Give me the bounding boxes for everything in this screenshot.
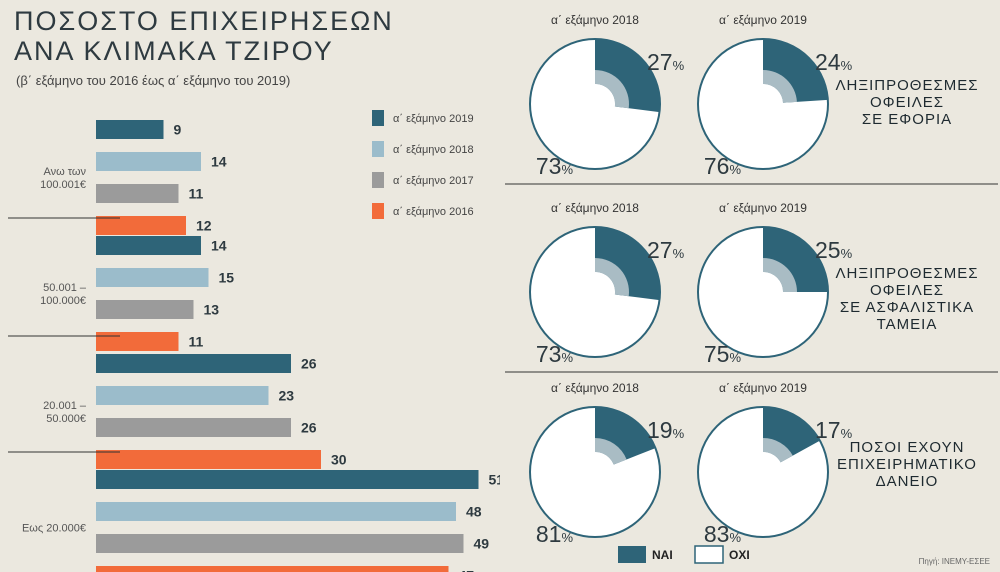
legend-label-no: ΟΧΙ xyxy=(729,548,750,562)
bar-value-label: 48 xyxy=(466,504,482,520)
bar-value-label: 15 xyxy=(219,270,235,286)
legend-swatch xyxy=(372,141,384,157)
legend-label: α΄ εξάμηνο 2019 xyxy=(393,113,474,125)
pie-period-label: α΄ εξάμηνο 2019 xyxy=(719,381,807,395)
bar xyxy=(96,566,449,572)
pie-hole xyxy=(575,84,615,124)
legend-swatch xyxy=(372,172,384,188)
legend-swatch-no xyxy=(694,545,724,564)
bar xyxy=(96,120,164,139)
pie-hole xyxy=(743,452,783,492)
bar-value-label: 26 xyxy=(301,356,317,372)
pie-group-title: ΔΑΝΕΙΟ xyxy=(876,473,939,490)
pie-percent-label: 27% xyxy=(647,49,685,75)
pie-hole xyxy=(575,272,615,312)
pie-group-title: ΛΗΞΙΠΡΟΘΕΣΜΕΣ xyxy=(836,265,979,282)
pie-group-title: ΣΕ ΕΦΟΡΙΑ xyxy=(862,111,952,128)
bar xyxy=(96,216,186,235)
pie-inner-ring xyxy=(763,438,793,463)
pie-inner-ring xyxy=(595,258,629,297)
pie-percent-label: 19% xyxy=(647,417,685,443)
pie-percent-label: 24% xyxy=(815,49,853,75)
pie-percent-label: 73% xyxy=(536,153,574,179)
bar-value-label: 11 xyxy=(189,334,204,350)
bar-value-label: 49 xyxy=(474,536,490,552)
legend-label: α΄ εξάμηνο 2016 xyxy=(393,206,474,218)
pie-group-title: ΟΦΕΙΛΕΣ xyxy=(870,94,944,111)
pie-period-label: α΄ εξάμηνο 2018 xyxy=(551,381,639,395)
pie-hole xyxy=(743,272,783,312)
category-label: 100.001€ xyxy=(40,179,86,191)
bar xyxy=(96,386,269,405)
pie-percent-label: 76% xyxy=(704,153,742,179)
pie-hole xyxy=(575,452,615,492)
page-title-line2: ΑΝΑ ΚΛΙΜΑΚΑ ΤΖΙΡΟΥ xyxy=(14,36,334,66)
bar-value-label: 14 xyxy=(211,238,227,254)
pie-group-title: ΤΑΜΕΙΑ xyxy=(877,316,938,333)
category-label: 50.000€ xyxy=(46,413,86,425)
bar-value-label: 30 xyxy=(331,452,347,468)
bar xyxy=(96,470,479,489)
page-title-line1: ΠΟΣΟΣΤΟ ΕΠΙΧΕΙΡΗΣΕΩΝ xyxy=(14,6,394,36)
bar-value-label: 9 xyxy=(174,122,182,138)
pie-period-label: α΄ εξάμηνο 2019 xyxy=(719,201,807,215)
category-label: Εως 20.000€ xyxy=(22,523,86,535)
bar xyxy=(96,268,209,287)
pie-inner-ring xyxy=(595,438,627,465)
legend-label: α΄ εξάμηνο 2017 xyxy=(393,175,474,187)
pie-slice-yes xyxy=(595,39,660,113)
bar xyxy=(96,450,321,469)
bar xyxy=(96,502,456,521)
bar-value-label: 23 xyxy=(279,388,295,404)
category-label: Ανω των xyxy=(43,166,86,178)
source-note: Πηγή: ΙΝΕΜΥ-ΕΣΕΕ xyxy=(918,557,990,566)
bar-value-label: 11 xyxy=(189,186,204,202)
bar-value-label: 47 xyxy=(459,568,475,572)
pie-percent-label: 73% xyxy=(536,341,574,367)
pie-group-title: ΠΟΣΟΙ ΕΧΟΥΝ xyxy=(850,439,965,456)
page-subtitle: (β΄ εξάμηνο του 2016 έως α΄ εξάμηνο του … xyxy=(16,73,291,88)
bar-value-label: 14 xyxy=(211,154,227,170)
pie-percent-label: 75% xyxy=(704,341,742,367)
pie-percent-label: 81% xyxy=(536,521,574,547)
pie-inner-ring xyxy=(595,70,629,109)
pie-period-label: α΄ εξάμηνο 2018 xyxy=(551,13,639,27)
bar xyxy=(96,184,179,203)
bar xyxy=(96,332,179,351)
pie-percent-label: 25% xyxy=(815,237,853,263)
pie-percent-label: 83% xyxy=(704,521,742,547)
pie-group-title: ΟΦΕΙΛΕΣ xyxy=(870,282,944,299)
bar-value-label: 26 xyxy=(301,420,317,436)
pie-group-title: ΛΗΞΙΠΡΟΘΕΣΜΕΣ xyxy=(836,77,979,94)
bar xyxy=(96,418,291,437)
legend-swatch xyxy=(372,203,384,219)
legend-label-yes: ΝΑΙ xyxy=(652,548,673,562)
bar-value-label: 13 xyxy=(204,302,220,318)
legend-swatch xyxy=(372,110,384,126)
bar-value-label: 51 xyxy=(489,472,501,488)
bar-value-label: 12 xyxy=(196,218,212,234)
legend-label: α΄ εξάμηνο 2018 xyxy=(393,144,474,156)
legend-swatch-yes xyxy=(618,546,646,563)
bar xyxy=(96,152,201,171)
pie-inner-ring xyxy=(763,70,797,103)
category-label: 100.000€ xyxy=(40,295,86,307)
pie-group-title: ΣΕ ΑΣΦΑΛΙΣΤΙΚΑ xyxy=(840,299,974,316)
pie-period-label: α΄ εξάμηνο 2018 xyxy=(551,201,639,215)
pie-percent-label: 27% xyxy=(647,237,685,263)
pie-percent-label: 17% xyxy=(815,417,853,443)
bar xyxy=(96,300,194,319)
bar xyxy=(96,534,464,553)
pie-group-title: ΕΠΙΧΕΙΡΗΜΑΤΙΚΟ xyxy=(837,456,977,473)
pie-hole xyxy=(743,84,783,124)
bar xyxy=(96,236,201,255)
category-label: 20.001 – xyxy=(43,400,87,412)
category-label: 50.001 – xyxy=(43,282,87,294)
bar xyxy=(96,354,291,373)
pie-inner-ring xyxy=(763,258,797,292)
pie-period-label: α΄ εξάμηνο 2019 xyxy=(719,13,807,27)
pie-slice-yes xyxy=(595,227,660,301)
